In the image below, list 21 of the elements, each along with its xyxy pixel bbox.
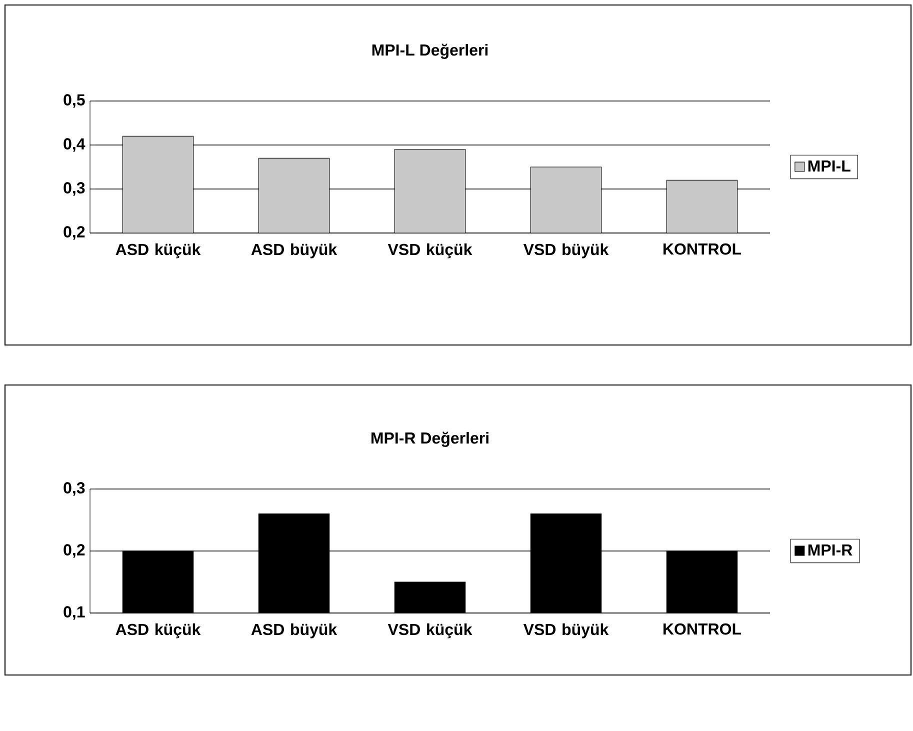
x-tick-label: VSD büyük xyxy=(523,623,609,638)
x-tick-label: ASD büyük xyxy=(251,243,338,258)
x-tick-label: VSD küçük xyxy=(388,623,472,638)
y-tick-label: 0,2 xyxy=(64,226,85,240)
x-tick-label: ASD büyük xyxy=(251,623,338,638)
legend-label: MPI-R xyxy=(808,544,852,556)
x-tick-label: ASD küçük xyxy=(116,623,201,638)
x-tick-label: VSD küçük xyxy=(388,243,472,258)
x-tick-label: ASD küçük xyxy=(116,243,201,258)
chart-title: MPI-L Değerleri xyxy=(372,44,488,59)
legend-label: MPI-L xyxy=(808,160,850,172)
chart-title: MPI-R Değerleri xyxy=(372,432,488,447)
x-tick-label: KONTROL xyxy=(664,243,742,255)
y-tick-label: 0,5 xyxy=(64,94,85,108)
y-tick-label: 0,2 xyxy=(64,544,85,558)
y-tick-label: 0,3 xyxy=(64,182,85,196)
y-tick-label: 0,4 xyxy=(64,138,86,152)
x-tick-label: KONTROL xyxy=(664,623,742,635)
y-tick-label: 0,1 xyxy=(64,606,85,620)
y-tick-label: 0,3 xyxy=(64,482,85,496)
x-tick-label: VSD büyük xyxy=(523,243,609,258)
